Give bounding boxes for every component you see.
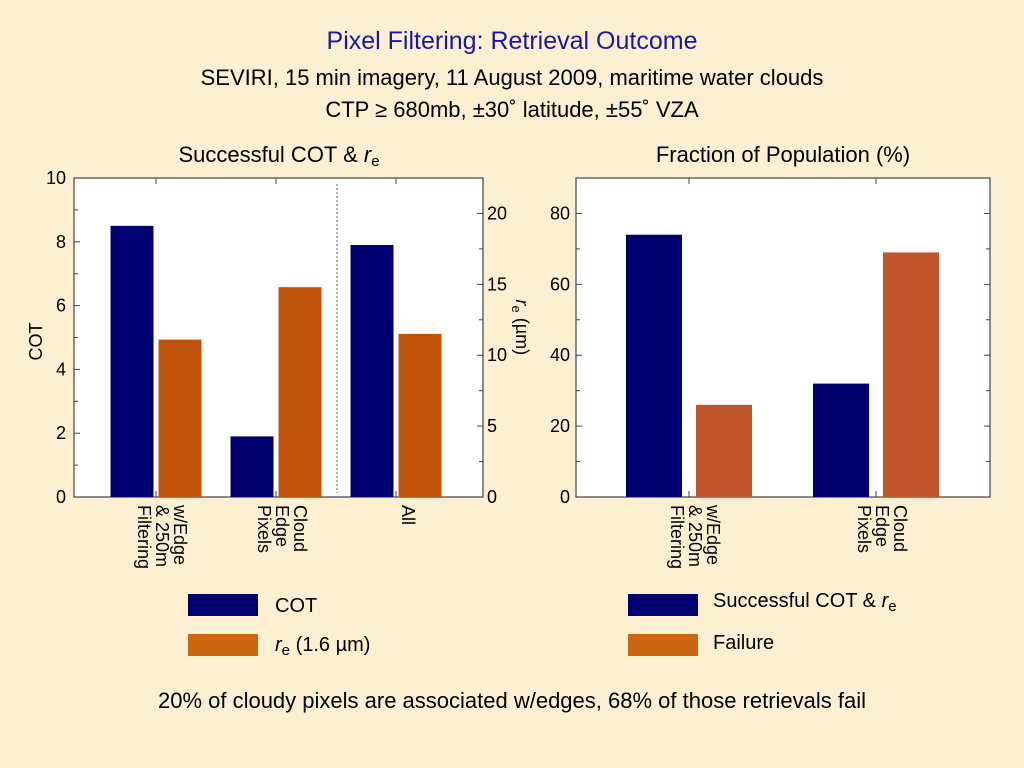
right-y2-tick-label: 0 [487, 487, 497, 507]
category-label: w/Edge [703, 504, 723, 565]
footer-note: 20% of cloudy pixels are associated w/ed… [157, 688, 867, 713]
category-label: & 250m [685, 505, 705, 567]
legend-re-r: r [275, 634, 282, 656]
left-y-axis-label: COT [26, 323, 46, 361]
legend-successful-sub: e [888, 598, 897, 615]
legend-swatch-failure [628, 634, 698, 656]
right-y2-tick-label: 5 [487, 416, 497, 436]
right-y-axis-label: re (µm) [509, 300, 532, 356]
category-label: Edge [272, 505, 292, 547]
legend-successful-r: r [881, 590, 889, 612]
subtitle-line-1: SEVIRI, 15 min imagery, 11 August 2009, … [200, 65, 824, 90]
legend-label-successful: Successful COT & re [713, 590, 897, 615]
legend-swatch-re [188, 634, 258, 656]
left-y-tick-label: 4 [56, 359, 66, 379]
category-label: w/Edge [170, 504, 190, 565]
left-y-tick-label: 8 [56, 232, 66, 252]
left-y-tick-label: 10 [46, 168, 66, 188]
left-y-tick-label: 6 [56, 296, 66, 316]
legend-swatch-cot [188, 594, 258, 616]
bar-re [158, 339, 202, 497]
legend-re-sub: e [281, 642, 291, 659]
bar-successful [626, 234, 682, 497]
legend-successful-text: Successful COT & [713, 590, 882, 612]
y-tick-label: 0 [560, 487, 570, 507]
subtitle-line-2: CTP ≥ 680mb, ±30˚ latitude, ±55˚ VZA [325, 97, 699, 122]
category-label: Edge [872, 505, 892, 547]
category-label: Filtering [667, 505, 687, 569]
left-chart-title-r: r [363, 142, 372, 167]
right-chart-title: Fraction of Population (%) [655, 142, 911, 167]
bar-successful [813, 383, 869, 497]
category-label: Pixels [854, 505, 874, 553]
right-y2-tick-label: 20 [487, 203, 507, 223]
left-chart-title: Successful COT & re [74, 142, 484, 170]
bar-cot [350, 244, 394, 497]
slide-title: Pixel Filtering: Retrieval Outcome [326, 27, 698, 55]
bar-cot [110, 225, 154, 497]
category-label: Pixels [254, 505, 274, 553]
left-chart-title-sub: e [371, 153, 380, 170]
y-tick-label: 80 [550, 203, 570, 223]
category-label: Filtering [134, 505, 154, 569]
bar-failure [696, 404, 752, 497]
legend-label-cot: COT [275, 595, 318, 617]
legend-re-rest: (1.6 µm) [290, 634, 371, 656]
y-tick-label: 40 [550, 345, 570, 365]
right-y2-tick-label: 15 [487, 274, 507, 294]
legend-label-failure: Failure [713, 632, 775, 654]
legend-swatch-successful [628, 594, 698, 616]
category-label: & 250m [152, 505, 172, 567]
bar-re [278, 287, 322, 497]
bar-re [398, 333, 442, 497]
y-tick-label: 20 [550, 416, 570, 436]
left-y-tick-label: 0 [56, 487, 66, 507]
category-label: Cloud [890, 505, 910, 552]
left-y-tick-label: 2 [56, 423, 66, 443]
right-y2-tick-label: 10 [487, 345, 507, 365]
category-label: Cloud [290, 505, 310, 552]
y-tick-label: 60 [550, 274, 570, 294]
category-label: All [398, 505, 418, 525]
legend-label-re: re (1.6 µm) [275, 634, 370, 659]
bar-failure [883, 252, 939, 497]
left-chart-title-text: Successful COT & [178, 142, 364, 167]
bar-cot [230, 436, 274, 497]
